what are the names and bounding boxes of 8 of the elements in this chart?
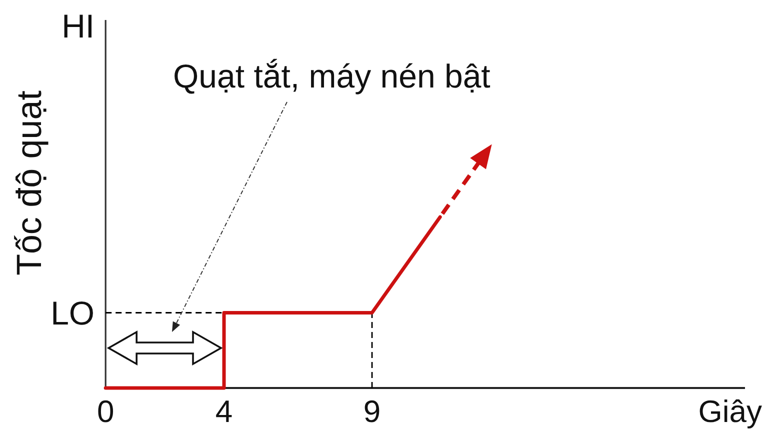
- text: HI: [62, 8, 95, 44]
- x-tick-label: 4: [215, 394, 233, 429]
- text: Quạt tắt, máy nén bật: [173, 58, 490, 94]
- annotation: LO: [50, 294, 95, 332]
- y-axis-title: Tốc độ quạt: [10, 90, 49, 276]
- x-tick-label: 0: [96, 394, 114, 429]
- x-tick-label: 9: [363, 394, 381, 429]
- x-axis-title: Giây: [698, 394, 762, 429]
